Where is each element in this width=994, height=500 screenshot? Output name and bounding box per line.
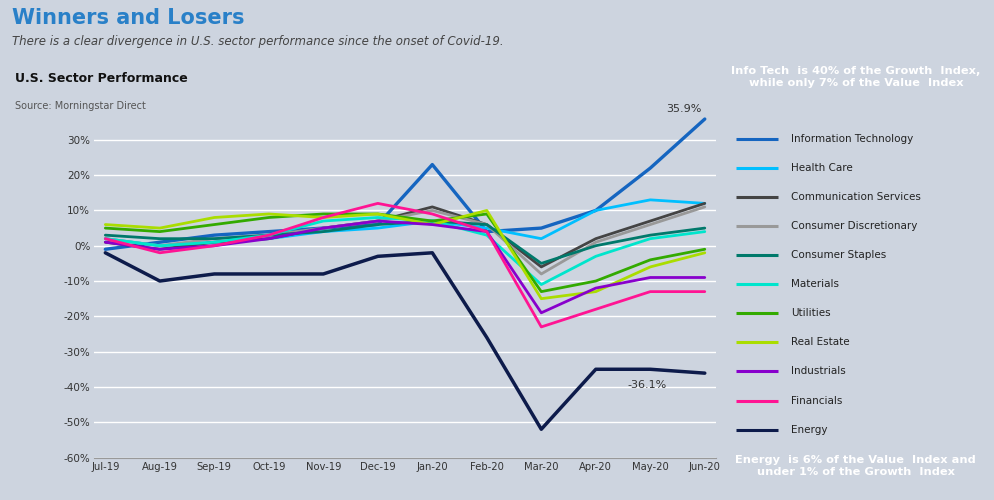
Text: Consumer Discretionary: Consumer Discretionary	[791, 221, 917, 231]
Text: Industrials: Industrials	[791, 366, 846, 376]
Text: Materials: Materials	[791, 279, 839, 289]
Text: U.S. Sector Performance: U.S. Sector Performance	[15, 72, 188, 86]
Text: Financials: Financials	[791, 396, 842, 406]
Text: Energy  is 6% of the Value  Index and
under 1% of the Growth  Index: Energy is 6% of the Value Index and unde…	[736, 456, 976, 477]
Text: There is a clear divergence in U.S. sector performance since the onset of Covid-: There is a clear divergence in U.S. sect…	[12, 35, 504, 48]
Text: Energy: Energy	[791, 424, 827, 434]
Text: Utilities: Utilities	[791, 308, 830, 318]
Text: Consumer Staples: Consumer Staples	[791, 250, 886, 260]
Text: Health Care: Health Care	[791, 162, 853, 172]
Text: Winners and Losers: Winners and Losers	[12, 8, 245, 28]
Text: Real Estate: Real Estate	[791, 338, 849, 347]
Text: Info Tech  is 40% of the Growth  Index,
while only 7% of the Value  Index: Info Tech is 40% of the Growth Index, wh…	[732, 66, 980, 88]
Text: Communication Services: Communication Services	[791, 192, 920, 202]
Text: Source: Morningstar Direct: Source: Morningstar Direct	[15, 101, 146, 111]
Text: -36.1%: -36.1%	[627, 380, 667, 390]
Text: 35.9%: 35.9%	[667, 104, 702, 114]
Text: Information Technology: Information Technology	[791, 134, 912, 143]
